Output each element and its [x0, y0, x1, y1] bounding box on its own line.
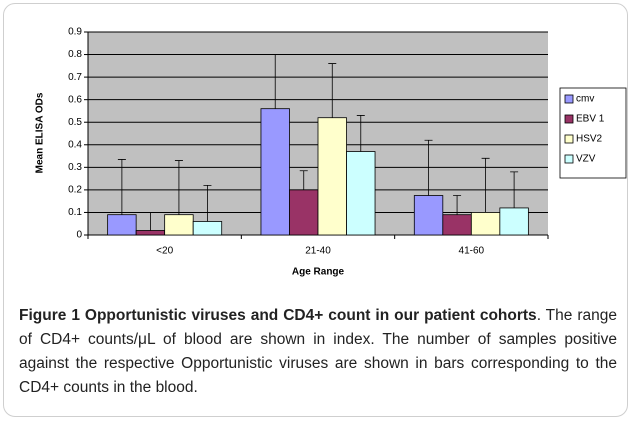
legend-swatch	[564, 94, 574, 104]
error-bar	[117, 159, 126, 215]
x-tick-label: 41-60	[459, 246, 485, 257]
y-tick-label: 0.3	[68, 162, 82, 173]
error-bar	[510, 171, 519, 208]
error-bar	[174, 160, 183, 215]
x-tick-label: 21-40	[305, 246, 331, 257]
bar	[260, 108, 290, 236]
error-bar	[481, 157, 490, 213]
y-tick-label: 0.4	[68, 139, 82, 150]
y-tick-label: 0	[76, 230, 82, 241]
error-bar	[453, 195, 462, 215]
legend-swatch	[564, 114, 574, 124]
figure-frame	[3, 3, 628, 417]
legend-label: cmv	[576, 94, 594, 105]
caption: Figure 1 Opportunistic viruses and CD4+ …	[19, 304, 617, 400]
bar	[164, 214, 194, 236]
error-bar	[328, 63, 337, 118]
bar	[346, 151, 376, 236]
error-bar	[146, 212, 155, 231]
bar	[413, 195, 444, 236]
bar	[192, 221, 223, 236]
legend-swatch	[564, 134, 574, 144]
y-tick-label: 0.1	[68, 207, 82, 218]
error-bar	[299, 170, 308, 190]
error-bar	[356, 115, 365, 152]
y-tick-label: 0.2	[68, 185, 82, 196]
error-bar	[271, 54, 280, 109]
bar	[107, 214, 137, 236]
bar	[470, 212, 501, 236]
bar	[499, 207, 529, 236]
x-tick-label: <20	[156, 246, 173, 257]
bar	[289, 189, 319, 236]
y-axis-title: Mean ELISA ODs	[35, 92, 46, 173]
legend-swatch	[564, 154, 574, 164]
legend-label: EBV 1	[576, 114, 605, 125]
y-tick-label: 0.6	[68, 94, 82, 105]
y-tick-label: 0.8	[68, 49, 82, 60]
y-tick-label: 0.9	[68, 27, 82, 38]
legend-label: HSV2	[576, 134, 603, 145]
caption-title: Figure 1 Opportunistic viruses and CD4+ …	[19, 307, 537, 324]
bar	[135, 230, 166, 236]
bar	[442, 214, 472, 236]
legend-label: VZV	[576, 154, 596, 165]
x-axis-title: Age Range	[292, 267, 345, 278]
caption-text: . The range of CD4+ counts/μL of blood a…	[19, 307, 617, 396]
error-bar	[424, 139, 433, 196]
y-tick-label: 0.5	[68, 117, 82, 128]
chart: Age Range Mean ELISA ODs 0 0.1 0.2 0.3 0.4 0.…	[35, 27, 627, 278]
error-bar	[203, 184, 212, 222]
y-tick-label: 0.7	[68, 72, 82, 83]
bar	[317, 117, 347, 236]
